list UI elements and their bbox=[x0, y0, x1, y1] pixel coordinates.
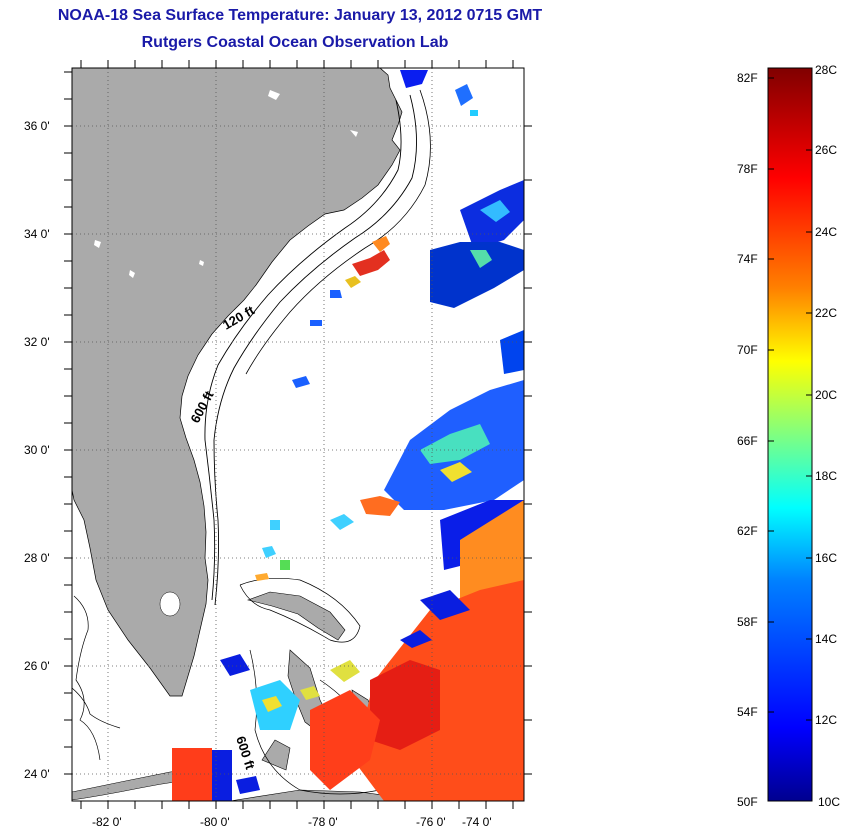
lat-label-34: 34 0' bbox=[24, 227, 50, 241]
colorbar-gradient bbox=[767, 67, 813, 802]
colorbar-c-label: 24C bbox=[815, 225, 837, 239]
lat-label-26: 26 0' bbox=[24, 659, 50, 673]
lon-label-78: -78 0' bbox=[308, 815, 338, 829]
colorbar-f-label: 66F bbox=[737, 434, 758, 448]
colorbar-f-label: 58F bbox=[737, 615, 758, 629]
colorbar: 82F 78F 74F 70F 66F 62F 58F 54F 50F 28C … bbox=[737, 63, 840, 809]
colorbar-c-label: 22C bbox=[815, 306, 837, 320]
colorbar-f-label: 50F bbox=[737, 795, 758, 809]
lon-label-80: -80 0' bbox=[200, 815, 230, 829]
lat-label-30: 30 0' bbox=[24, 443, 50, 457]
sst-data-pixels bbox=[172, 70, 524, 801]
colorbar-f-label: 74F bbox=[737, 252, 758, 266]
colorbar-f-label: 62F bbox=[737, 524, 758, 538]
lon-label-82: -82 0' bbox=[92, 815, 122, 829]
colorbar-c-label: 20C bbox=[815, 388, 837, 402]
sst-map: 36 0' 34 0' 32 0' 30 0' 28 0' 26 0' 24 0… bbox=[24, 60, 532, 829]
title-line-2: Rutgers Coastal Ocean Observation Lab bbox=[141, 34, 449, 51]
colorbar-c-label: 28C bbox=[815, 63, 837, 77]
lon-label-74: -74 0' bbox=[462, 815, 492, 829]
colorbar-c-label: 14C bbox=[815, 632, 837, 646]
lat-label-36: 36 0' bbox=[24, 119, 50, 133]
lat-label-32: 32 0' bbox=[24, 335, 50, 349]
land-us-east-coast bbox=[72, 68, 403, 697]
colorbar-f-label: 78F bbox=[737, 162, 758, 176]
latitude-labels: 36 0' 34 0' 32 0' 30 0' 28 0' 26 0' 24 0… bbox=[24, 119, 50, 781]
lat-label-28: 28 0' bbox=[24, 551, 50, 565]
colorbar-c-label: 16C bbox=[815, 551, 837, 565]
lon-label-76: -76 0' bbox=[416, 815, 446, 829]
longitude-labels: -82 0' -80 0' -78 0' -76 0' -74 0' bbox=[92, 815, 492, 829]
colorbar-f-label: 70F bbox=[737, 343, 758, 357]
colorbar-c-label: 12C bbox=[815, 713, 837, 727]
colorbar-c-label: 18C bbox=[815, 469, 837, 483]
colorbar-c-label: 26C bbox=[815, 143, 837, 157]
colorbar-c-label: 10C bbox=[818, 795, 840, 809]
lake-okeechobee bbox=[159, 591, 181, 617]
colorbar-f-label: 54F bbox=[737, 705, 758, 719]
colorbar-f-label: 82F bbox=[737, 71, 758, 85]
lat-label-24: 24 0' bbox=[24, 767, 50, 781]
title-line-1: NOAA-18 Sea Surface Temperature: January… bbox=[57, 7, 543, 24]
